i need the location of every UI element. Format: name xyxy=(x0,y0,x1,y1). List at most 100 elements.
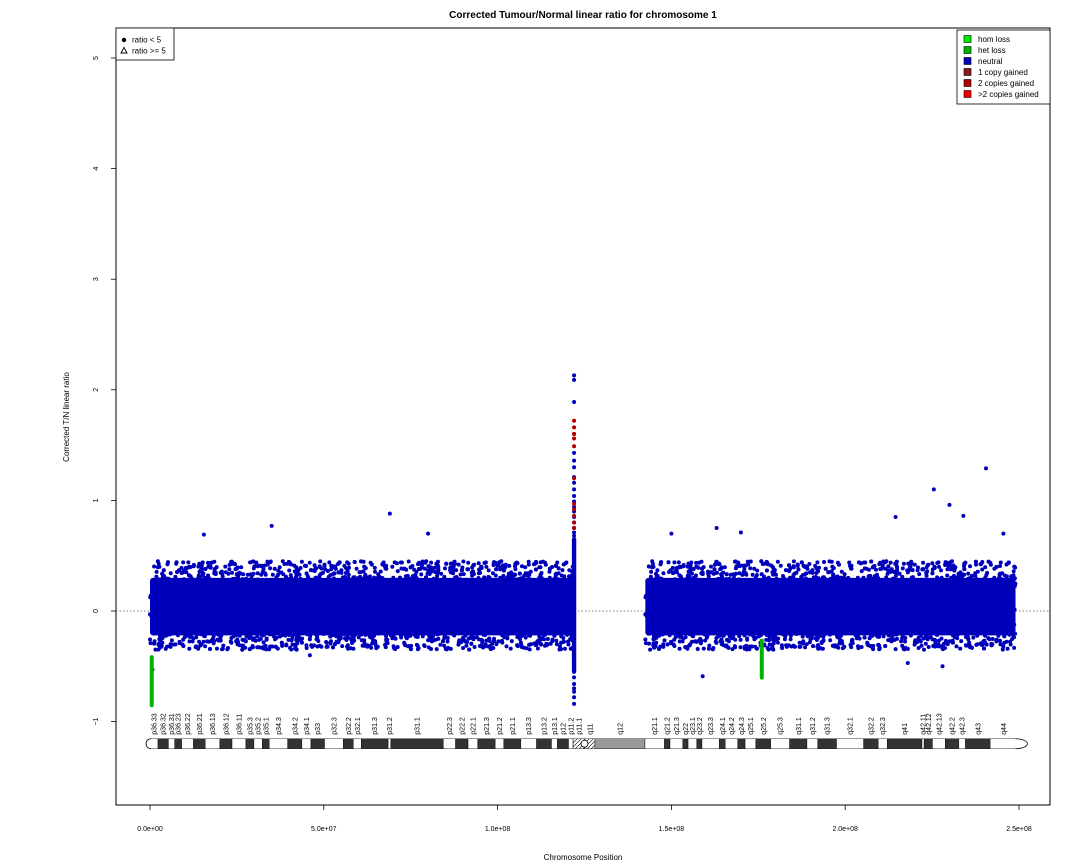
data-point xyxy=(572,520,577,525)
data-point xyxy=(303,563,308,568)
data-point xyxy=(391,618,396,623)
data-point xyxy=(907,565,912,570)
data-point xyxy=(307,637,312,642)
band-label: q44 xyxy=(1001,723,1008,735)
data-point xyxy=(733,590,738,595)
data-point xyxy=(661,642,666,647)
data-point xyxy=(700,674,705,679)
band-q24-3 xyxy=(737,738,746,749)
data-point xyxy=(913,638,918,643)
data-point xyxy=(457,638,462,643)
band-p36-22 xyxy=(181,738,194,749)
data-point xyxy=(378,569,383,574)
data-point xyxy=(375,575,380,580)
band-label: q31.3 xyxy=(825,717,832,735)
data-point xyxy=(670,594,675,599)
data-point xyxy=(524,631,529,636)
band-label: q42.13 xyxy=(936,713,943,735)
data-point xyxy=(894,586,899,591)
data-point xyxy=(332,624,337,629)
data-point xyxy=(1002,609,1007,614)
data-point xyxy=(660,593,665,598)
data-point xyxy=(683,590,687,595)
data-point xyxy=(809,609,814,614)
data-point xyxy=(774,572,778,577)
data-point xyxy=(169,638,174,643)
data-point xyxy=(219,590,224,595)
data-point xyxy=(264,646,269,651)
data-point xyxy=(547,575,552,580)
data-point xyxy=(357,593,362,598)
data-point xyxy=(839,569,844,574)
band-label: q31.1 xyxy=(796,717,803,735)
band-q21-2 xyxy=(664,738,671,749)
data-point xyxy=(906,561,911,566)
data-point xyxy=(347,618,352,623)
data-point xyxy=(300,636,305,641)
data-point xyxy=(908,617,913,622)
data-point xyxy=(835,587,839,592)
data-point xyxy=(951,573,956,578)
data-point xyxy=(913,592,918,597)
data-point xyxy=(986,598,991,603)
data-point xyxy=(706,621,711,625)
data-point xyxy=(245,572,250,577)
data-point xyxy=(703,638,708,643)
data-point xyxy=(951,577,956,582)
data-point xyxy=(292,563,297,568)
data-point xyxy=(806,586,811,591)
data-point xyxy=(693,575,698,580)
data-point xyxy=(744,608,749,613)
data-point xyxy=(426,564,431,569)
data-point xyxy=(863,579,868,584)
data-point xyxy=(335,607,340,612)
data-point xyxy=(519,605,524,610)
data-point xyxy=(967,605,972,610)
data-point xyxy=(273,644,278,649)
data-point xyxy=(917,619,922,624)
data-point xyxy=(220,621,225,625)
data-point xyxy=(923,614,927,619)
legend-label: hom loss xyxy=(978,35,1010,44)
data-point xyxy=(891,601,896,606)
data-point xyxy=(899,639,904,644)
data-point xyxy=(789,633,793,638)
data-point xyxy=(810,568,815,573)
band-q32-2 xyxy=(863,738,879,749)
data-point xyxy=(1000,647,1005,652)
data-point xyxy=(255,595,259,600)
data-point xyxy=(937,564,941,569)
data-point xyxy=(545,637,550,641)
data-point xyxy=(897,599,902,604)
data-point xyxy=(537,633,542,638)
data-point xyxy=(382,603,387,608)
data-point xyxy=(695,647,700,651)
data-point xyxy=(306,590,310,595)
data-point xyxy=(462,619,467,624)
data-point xyxy=(381,599,386,604)
data-point xyxy=(759,559,764,564)
data-point xyxy=(731,616,736,621)
data-point xyxy=(691,604,696,609)
data-point xyxy=(888,630,893,635)
data-point xyxy=(377,609,382,614)
data-point xyxy=(328,641,333,646)
data-point xyxy=(1009,574,1014,579)
data-point xyxy=(538,590,543,595)
data-point xyxy=(244,622,249,627)
data-point xyxy=(738,645,743,650)
data-point xyxy=(545,614,550,619)
data-point xyxy=(829,604,833,609)
band-q42-11 xyxy=(921,738,925,749)
data-point xyxy=(555,560,560,565)
data-point xyxy=(792,614,797,619)
data-point xyxy=(665,589,670,594)
data-point xyxy=(712,567,717,572)
data-point xyxy=(169,605,174,610)
data-point xyxy=(192,606,197,611)
data-point xyxy=(404,591,409,596)
data-point xyxy=(188,631,193,636)
data-point xyxy=(766,611,771,616)
data-point xyxy=(213,572,218,577)
data-point xyxy=(934,623,939,628)
